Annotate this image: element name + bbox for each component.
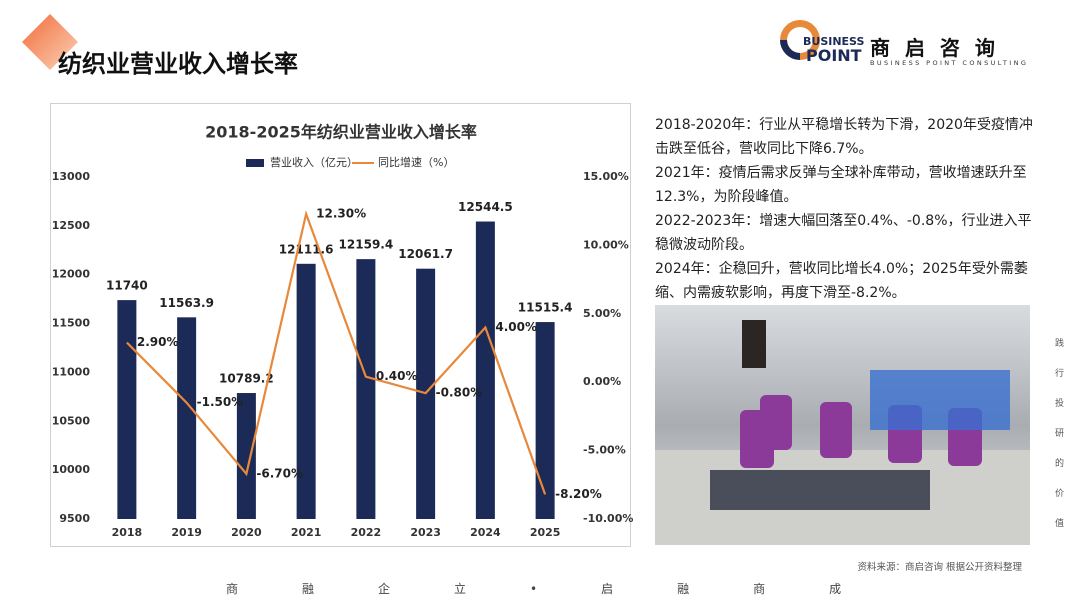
y-tick-label: 12500 bbox=[52, 219, 91, 232]
bar bbox=[177, 317, 197, 519]
y2-tick-label: 0.00% bbox=[583, 375, 621, 388]
x-tick-label: 2018 bbox=[112, 526, 143, 539]
x-tick-label: 2021 bbox=[291, 526, 322, 539]
line-label: 4.00% bbox=[495, 320, 537, 334]
x-tick-label: 2022 bbox=[351, 526, 382, 539]
note: 2022-2023年：增速大幅回落至0.4%、-0.8%，行业进入平稳微波动阶段… bbox=[655, 213, 1032, 253]
footer: 商融企立•启融商成 bbox=[226, 582, 906, 596]
x-tick-label: 2020 bbox=[231, 526, 262, 539]
y2-tick-label: -10.00% bbox=[583, 512, 633, 525]
bar-label: 11515.4 bbox=[518, 301, 573, 315]
bar-label: 11563.9 bbox=[159, 296, 214, 310]
note: 2024年：企稳回升，营收同比增长4.0%；2025年受外需萎缩、内需疲软影响，… bbox=[655, 261, 1028, 301]
line-label: -6.70% bbox=[256, 466, 303, 480]
bar-label: 12111.6 bbox=[279, 242, 334, 256]
bar bbox=[117, 300, 137, 519]
notes: 2018-2020年：行业从平稳增长转为下滑，2020年受疫情冲击跌至低谷，营收… bbox=[655, 113, 1033, 305]
photo bbox=[655, 305, 1030, 545]
logo-line2: POINT bbox=[806, 46, 862, 65]
bar-label: 12159.4 bbox=[339, 238, 394, 252]
logo-inner bbox=[787, 27, 813, 53]
y-tick-label: 12000 bbox=[52, 268, 91, 281]
y-tick-label: 10000 bbox=[52, 463, 91, 476]
x-tick-label: 2025 bbox=[530, 526, 561, 539]
bar-label: 10789.2 bbox=[219, 372, 274, 386]
line-label: 12.30% bbox=[316, 206, 366, 220]
legend-label: 营业收入（亿元） bbox=[270, 155, 358, 169]
y2-tick-label: -5.00% bbox=[583, 444, 626, 457]
y-tick-label: 11000 bbox=[52, 365, 91, 378]
y-tick-label: 11500 bbox=[52, 317, 91, 330]
note: 2021年：疫情后需求反弹与全球补库带动，营收增速跃升至12.3%，为阶段峰值。 bbox=[655, 165, 1027, 205]
y-tick-label: 10500 bbox=[52, 414, 91, 427]
x-tick-label: 2024 bbox=[470, 526, 501, 539]
logo-tagline: BUSINESS POINT CONSULTING bbox=[870, 59, 1029, 67]
bar-label: 12544.5 bbox=[458, 200, 513, 214]
bar bbox=[236, 393, 256, 519]
side-text: 践行投研的价值 bbox=[1053, 338, 1063, 548]
y-tick-label: 9500 bbox=[59, 512, 90, 525]
bar bbox=[296, 263, 316, 519]
bar bbox=[356, 259, 376, 519]
x-tick-label: 2019 bbox=[171, 526, 202, 539]
bar bbox=[475, 221, 495, 519]
line bbox=[126, 210, 547, 495]
bar bbox=[535, 322, 555, 519]
line-label: -1.50% bbox=[197, 395, 244, 409]
y2-tick-label: 15.00% bbox=[583, 170, 629, 183]
y2-tick-label: 10.00% bbox=[583, 238, 629, 251]
y-tick-label: 13000 bbox=[52, 170, 91, 183]
chart-frame bbox=[50, 103, 631, 547]
line-label: -0.80% bbox=[436, 386, 483, 400]
legend-swatch bbox=[246, 159, 264, 167]
bar-label: 11740 bbox=[106, 279, 148, 293]
legend-label: 同比增速（%） bbox=[378, 155, 454, 169]
y2-tick-label: 5.00% bbox=[583, 307, 621, 320]
line-label: 0.40% bbox=[376, 369, 418, 383]
line-label: 2.90% bbox=[137, 335, 179, 349]
x-tick-label: 2023 bbox=[410, 526, 441, 539]
note: 2018-2020年：行业从平稳增长转为下滑，2020年受疫情冲击跌至低谷，营收… bbox=[655, 117, 1033, 157]
source: 资料来源：商启咨询 根据公开资料整理 bbox=[857, 562, 1022, 573]
logo-name: 商 启 咨 询 bbox=[870, 36, 999, 60]
bar-label: 12061.7 bbox=[398, 247, 453, 261]
chart-title: 2018-2025年纺织业营业收入增长率 bbox=[205, 123, 477, 142]
logo-line1: BUSINESS bbox=[803, 35, 865, 48]
page-title: 纺织业营业收入增长率 bbox=[58, 50, 298, 78]
title-ornament bbox=[22, 14, 78, 70]
logo-arc bbox=[780, 40, 800, 60]
chart: 2018-2025年纺织业营业收入增长率 9500 10000 10500 11000… bbox=[52, 123, 634, 540]
line-label: -8.20% bbox=[555, 487, 602, 501]
